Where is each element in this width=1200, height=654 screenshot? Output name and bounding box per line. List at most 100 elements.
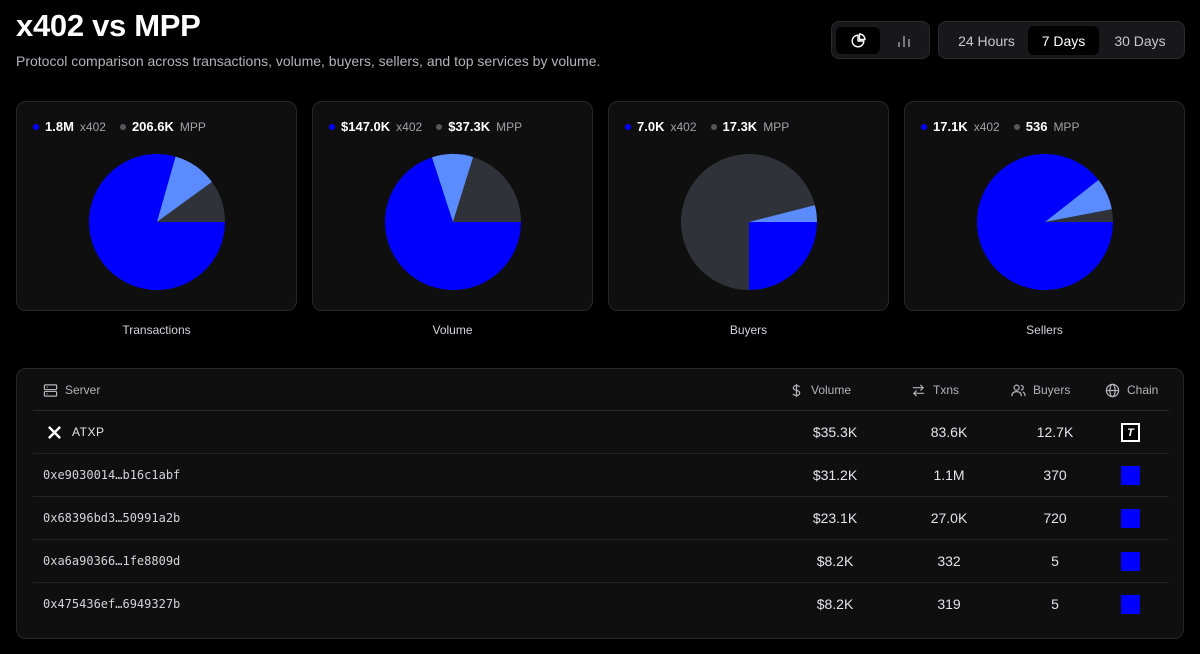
volume-cell: $8.2K <box>816 596 854 612</box>
server-address: 0x68396bd3…50991a2b <box>43 511 181 525</box>
table-row[interactable]: ATXP $35.3K 83.6K 12.7K T <box>33 411 1169 454</box>
base-chain-icon <box>1121 466 1140 485</box>
x402-legend-value: 17.1K <box>933 119 968 134</box>
transactions-card: 1.8M x402 206.6K MPP <box>16 101 297 311</box>
table-row[interactable]: 0x475436ef…6949327b $8.2K 319 5 <box>33 583 1169 626</box>
volume-cell: $23.1K <box>812 510 858 526</box>
txns-column-header[interactable]: Txns <box>911 369 959 411</box>
range-30-days-button[interactable]: 30 Days <box>1114 32 1166 49</box>
table-row[interactable]: 0xa6a90366…1fe8809d $8.2K 332 5 <box>33 540 1169 583</box>
txns-cell: 332 <box>937 553 961 569</box>
transactions-pie-chart[interactable] <box>87 152 227 292</box>
sellers-pie-chart[interactable] <box>975 152 1115 292</box>
volume-cell: $8.2K <box>816 553 854 569</box>
pie-chart-icon <box>851 32 866 47</box>
pie-slice-x402-selected[interactable] <box>431 154 474 222</box>
globe-icon <box>1105 383 1120 397</box>
txns-cell: 83.6K <box>930 424 968 440</box>
bar-chart-icon <box>898 35 910 47</box>
mpp-legend-dot <box>710 123 717 130</box>
x402-legend-dot <box>921 123 927 130</box>
mpp-legend-dot <box>436 123 443 130</box>
server-address: 0x475436ef…6949327b <box>43 597 181 611</box>
txns-cell: 1.1M <box>933 467 965 483</box>
x402-legend-value: 1.8M <box>45 119 74 134</box>
buyers-cell: 370 <box>1043 467 1067 483</box>
table-header: Server Volume Txns Buyers <box>33 369 1169 411</box>
x402-legend-value: 7.0K <box>637 119 665 134</box>
range-24-hours-button[interactable]: 24 Hours <box>958 32 1015 49</box>
pie-slice-x402[interactable] <box>977 154 1113 291</box>
page-subtitle: Protocol comparison across transactions,… <box>16 53 601 69</box>
mpp-legend-value: 206.6K <box>131 119 174 134</box>
pie-slice-x402[interactable] <box>385 157 521 291</box>
time-range-selector: 24 Hours 7 Days 30 Days <box>938 21 1185 59</box>
x402-legend-value: $147.0K <box>341 119 391 134</box>
users-icon <box>1011 384 1026 396</box>
x402-legend-dot <box>329 123 335 130</box>
mpp-legend-value: 17.3K <box>722 119 758 134</box>
volume-label: Volume <box>432 323 473 337</box>
txns-cell: 27.0K <box>930 510 968 526</box>
chain-glyph: T <box>1123 425 1138 440</box>
mpp-legend-value: $37.3K <box>448 119 491 134</box>
pie-slice-mpp[interactable] <box>453 157 521 222</box>
mpp-legend-name: MPP <box>179 119 206 134</box>
buyers-cell: 720 <box>1043 510 1067 526</box>
buyers-label: Buyers <box>729 323 768 337</box>
txns-column-label: Txns <box>933 383 960 397</box>
dollar-icon <box>792 383 801 397</box>
pie-slice-mpp[interactable] <box>157 182 225 222</box>
pie-slice-x402[interactable] <box>89 153 226 290</box>
mpp-legend-value: 536 <box>1025 119 1048 134</box>
volume-column-header[interactable]: Volume <box>789 369 851 411</box>
volume-cell: $35.3K <box>812 424 858 440</box>
pie-slice-x402-selected[interactable] <box>157 156 213 222</box>
base-chain-icon <box>1121 595 1140 614</box>
mpp-legend-name: MPP <box>1053 119 1080 134</box>
buyers-card: 7.0K x402 17.3K MPP <box>608 101 889 311</box>
x402-legend-name: x402 <box>670 119 697 134</box>
table-row[interactable]: 0x68396bd3…50991a2b $23.1K 27.0K 720 <box>33 497 1169 540</box>
volume-pie-chart[interactable] <box>383 152 523 292</box>
volume-column-label: Volume <box>811 383 852 397</box>
buyers-cell: 5 <box>1051 553 1059 569</box>
table-row[interactable]: 0xe9030014…b16c1abf $31.2K 1.1M 370 <box>33 454 1169 497</box>
x402-legend-name: x402 <box>396 119 423 134</box>
sellers-label: Sellers <box>1026 323 1063 337</box>
server-cell: ATXP <box>47 411 104 453</box>
mpp-legend-name: MPP <box>496 119 523 134</box>
x402-legend-dot <box>625 123 631 130</box>
chain-column-header[interactable]: Chain <box>1105 369 1158 411</box>
server-address: 0xa6a90366…1fe8809d <box>43 554 181 568</box>
pie-slice-mpp[interactable] <box>1045 209 1113 222</box>
mpp-legend-dot <box>119 123 126 130</box>
buyers-pie-chart[interactable] <box>679 152 819 292</box>
x402-legend-name: x402 <box>973 119 1000 134</box>
pie-slice-x402-selected[interactable] <box>1045 179 1112 222</box>
sellers-card: 17.1K x402 536 MPP <box>904 101 1185 311</box>
chart-legend: 7.0K x402 17.3K MPP <box>625 119 803 134</box>
pie-view-button[interactable] <box>836 27 880 54</box>
buyers-column-label: Buyers <box>1033 383 1071 397</box>
volume-card: $147.0K x402 $37.3K MPP <box>312 101 593 311</box>
bar-view-button[interactable] <box>882 27 926 54</box>
pie-slice-x402[interactable] <box>749 222 817 290</box>
buyers-column-header[interactable]: Buyers <box>1011 369 1070 411</box>
pie-slice-mpp[interactable] <box>680 154 815 290</box>
pie-slice-x402-selected[interactable] <box>749 205 817 222</box>
server-column-header[interactable]: Server <box>43 369 100 411</box>
server-name: ATXP <box>72 425 105 439</box>
atxp-logo-icon <box>48 425 61 439</box>
x402-legend-dot <box>33 123 39 130</box>
server-address: 0xe9030014…b16c1abf <box>43 468 181 482</box>
server-icon <box>43 383 58 397</box>
range-7-days-button[interactable]: 7 Days <box>1028 26 1099 55</box>
volume-cell: $31.2K <box>812 467 858 483</box>
server-column-label: Server <box>65 383 101 397</box>
chart-legend: $147.0K x402 $37.3K MPP <box>329 119 536 134</box>
buyers-cell: 12.7K <box>1036 424 1074 440</box>
chart-legend: 1.8M x402 206.6K MPP <box>33 119 220 134</box>
buyers-cell: 5 <box>1051 596 1059 612</box>
base-chain-icon <box>1121 552 1140 571</box>
